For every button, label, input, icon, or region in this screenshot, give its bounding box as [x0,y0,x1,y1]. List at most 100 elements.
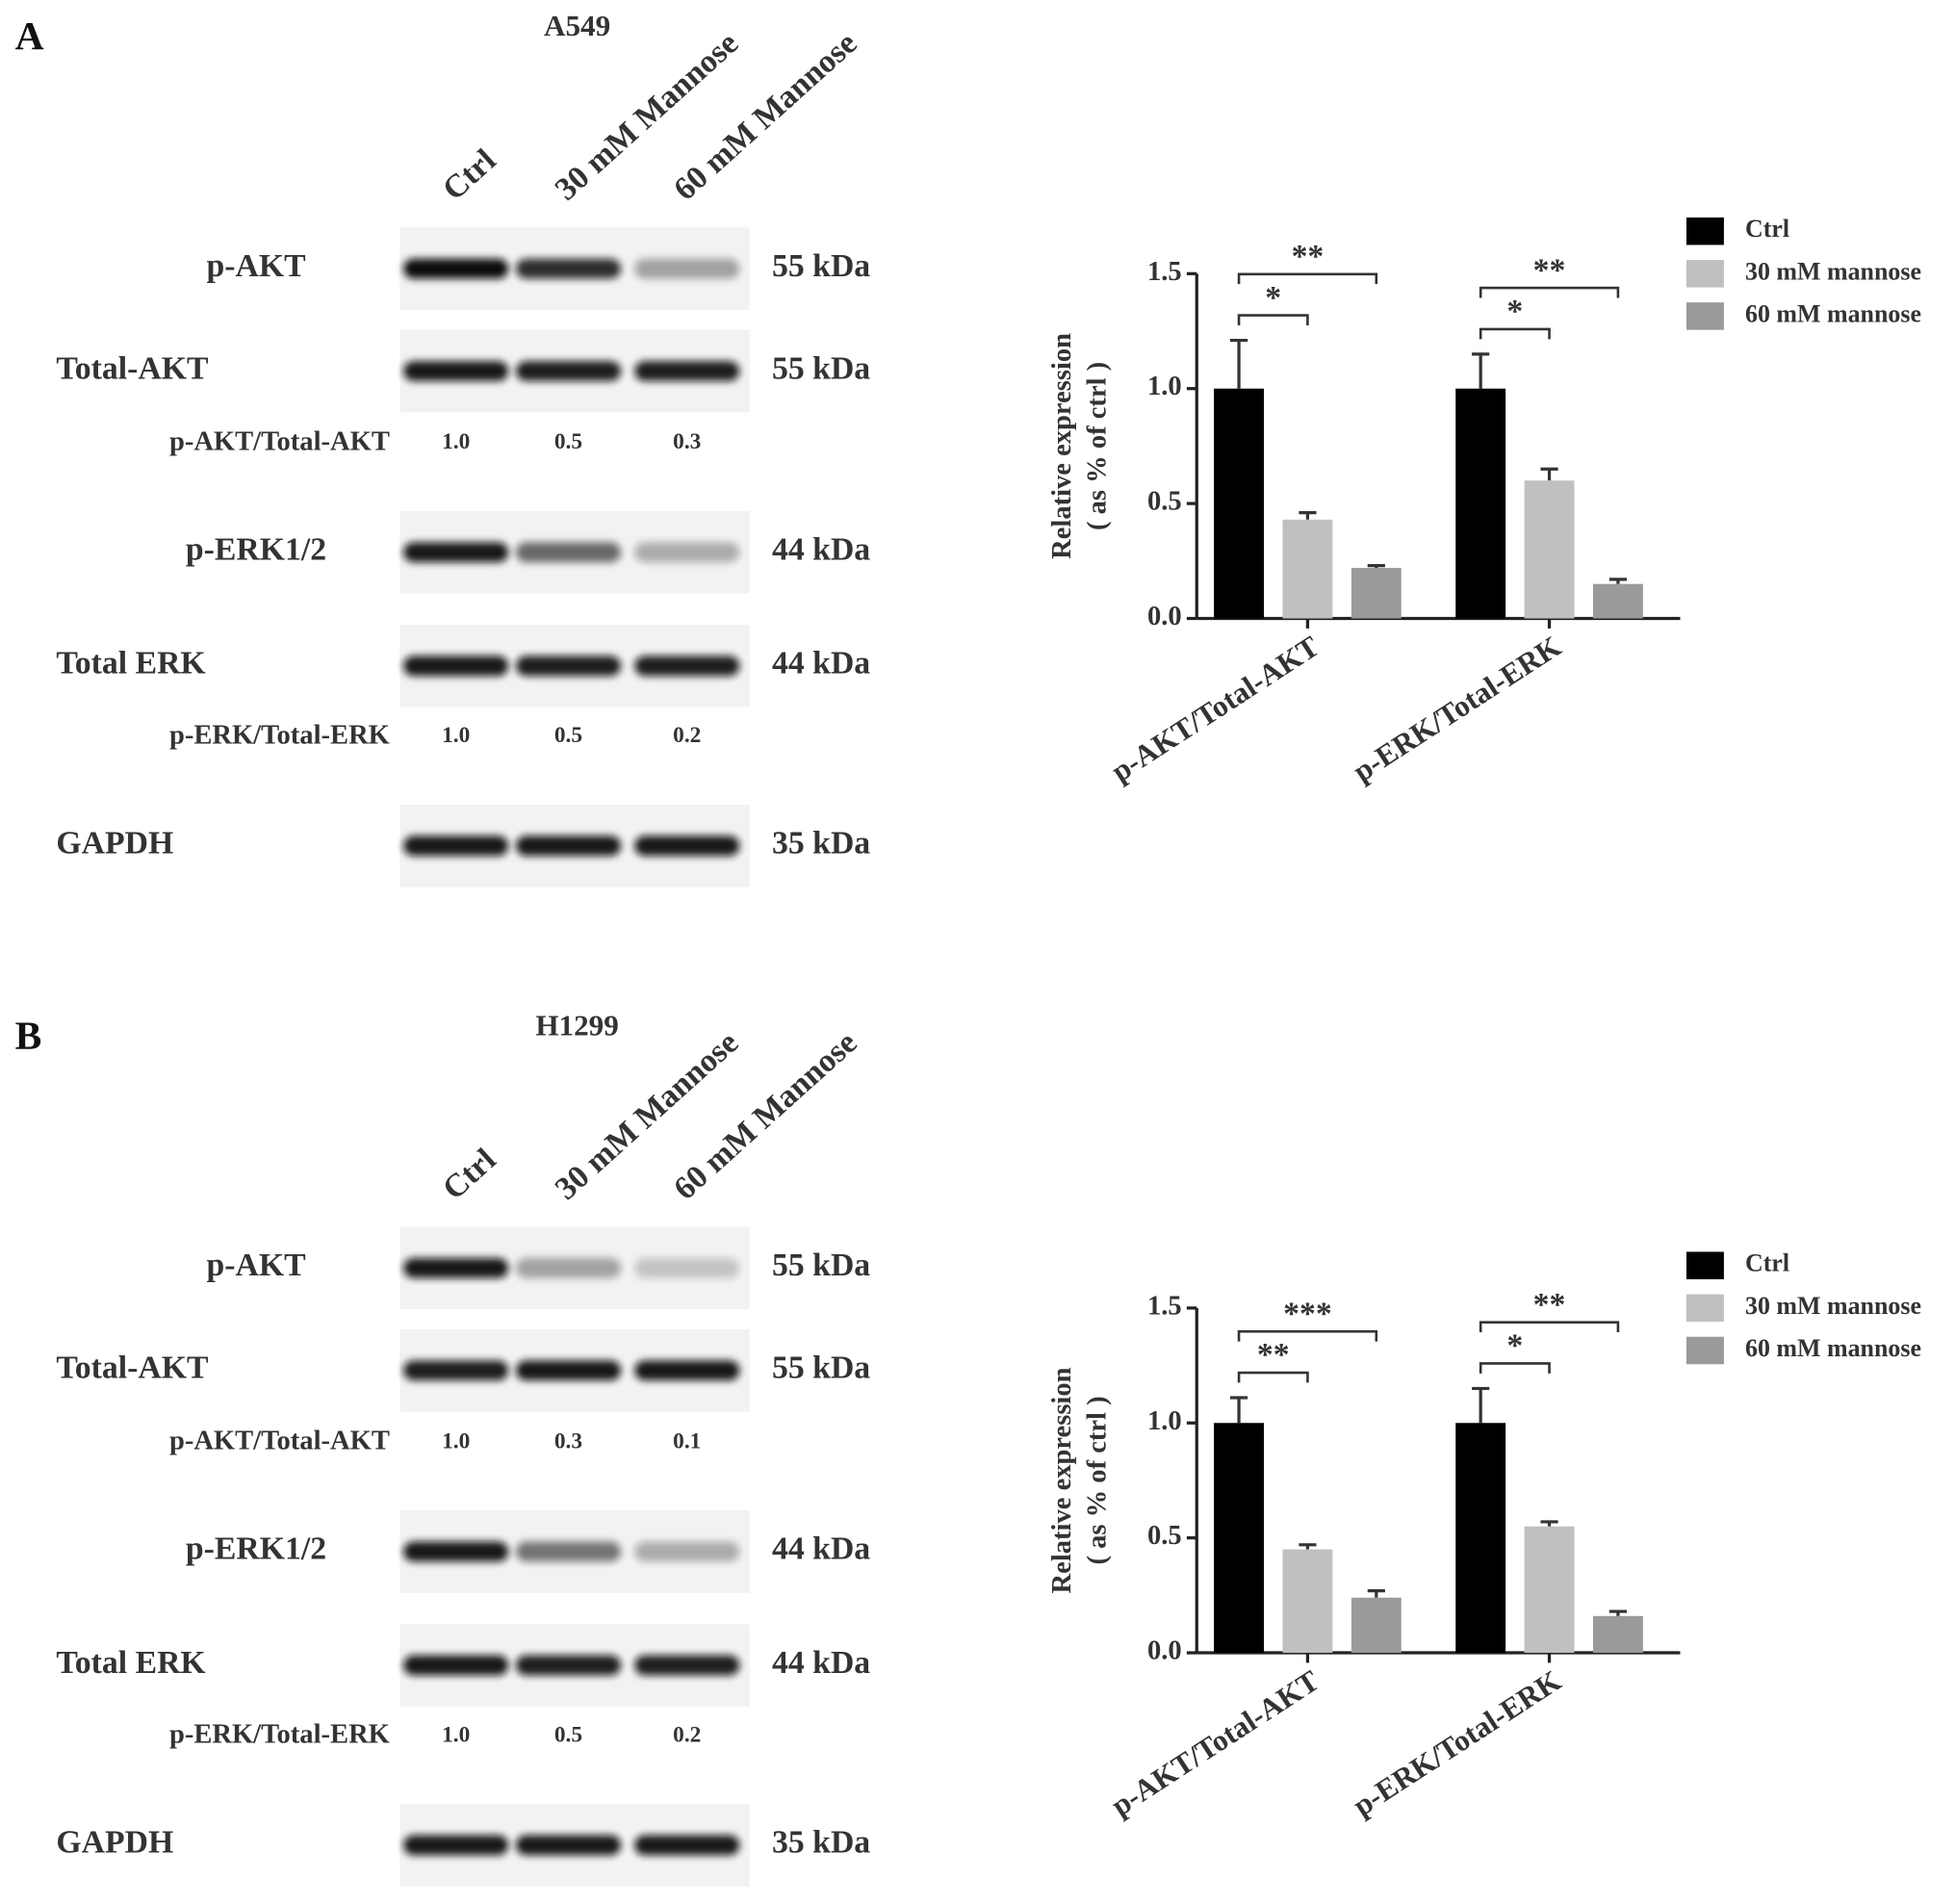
significance-label: ** [1292,239,1325,274]
blot-label: Total ERK [56,646,205,682]
ratio-label: p-AKT/Total-AKT [169,1427,390,1456]
legend-swatch [1685,260,1724,288]
significance-label: * [1506,1328,1523,1364]
cell-line: H1299 [535,1008,618,1042]
legend-label: Ctrl [1745,215,1789,243]
ratio-value: 0.5 [554,723,582,748]
blot-band [403,656,509,677]
blot-band [515,1835,621,1856]
blot-band [403,1541,509,1562]
significance-label: ** [1257,1337,1290,1373]
blot-band [403,361,509,381]
blot-band [403,1835,509,1856]
panel-label: B [15,1013,42,1057]
y-tick-label: 0.0 [1147,1636,1182,1666]
bar [1592,583,1643,619]
bar [1524,1526,1575,1654]
y-axis-label: ( as % of ctrl ) [1083,362,1113,530]
legend-label: 60 mM mannose [1745,299,1921,327]
ratio-value: 0.1 [673,1428,701,1454]
bar [1592,1615,1643,1654]
y-axis-label: Relative expression [1047,1367,1077,1593]
significance-bracket [1237,272,1378,285]
significance-bracket [1479,327,1551,340]
band-size: 55 kDa [772,350,870,386]
band-size: 55 kDa [772,1351,870,1386]
legend-label: 30 mM mannose [1745,257,1921,285]
x-tick-label: p-ERK/Total-ERK [1347,630,1566,788]
ratio-value: 0.2 [673,723,701,748]
blot-label: p-AKT [206,248,305,284]
bar [1455,388,1506,619]
blot-band [403,1360,509,1381]
blot-band [515,1257,621,1278]
blot-band [515,258,621,279]
blot-label: Total-AKT [56,350,208,386]
y-axis-label: ( as % of ctrl ) [1083,1396,1113,1564]
bar [1524,480,1575,619]
blot-band [634,1655,740,1676]
ratio-value: 1.0 [442,1722,470,1747]
legend-swatch [1685,1294,1724,1323]
significance-label: *** [1283,1296,1332,1331]
blot-band [634,1257,740,1278]
blot-band [515,1360,621,1381]
blot-band [515,656,621,677]
blot-band [403,258,509,279]
significance-bracket [1237,314,1309,325]
panel-label: A [15,13,44,58]
blot-label: p-ERK1/2 [186,531,326,567]
legend-swatch [1685,1251,1724,1280]
significance-bracket [1479,286,1620,298]
y-tick-label: 1.0 [1147,1406,1182,1436]
band-size: 44 kDa [772,646,870,682]
bar [1214,388,1265,619]
legend-label: Ctrl [1745,1249,1789,1277]
blot-band [515,836,621,857]
blot-label: Total-AKT [56,1351,208,1386]
blot-band [515,1541,621,1562]
significance-bracket [1479,1321,1620,1333]
ratio-value: 0.5 [554,429,582,454]
legend-swatch [1685,217,1724,245]
y-tick-label: 0.0 [1147,602,1182,631]
legend-label: 60 mM mannose [1745,1334,1921,1362]
lane-label: Ctrl [436,1142,502,1207]
ratio-label: p-ERK/Total-ERK [169,1720,390,1750]
band-size: 35 kDa [772,825,870,861]
significance-label: * [1265,280,1281,316]
band-size: 44 kDa [772,531,870,567]
ratio-label: p-ERK/Total-ERK [169,720,390,750]
bar [1350,1597,1402,1654]
band-size: 44 kDa [772,1645,870,1681]
y-axis-label: Relative expression [1047,333,1077,559]
x-tick-label: p-ERK/Total-ERK [1347,1663,1566,1822]
significance-label: * [1506,294,1523,329]
blot-band [403,1655,509,1676]
bar [1282,519,1333,619]
blot-label: GAPDH [56,825,173,861]
ratio-value: 1.0 [442,723,470,748]
bar [1350,567,1402,619]
blot-label: p-ERK1/2 [186,1531,326,1567]
blot-band [515,542,621,563]
y-tick-label: 1.5 [1147,257,1182,287]
blot-band [515,361,621,381]
blot-band [634,656,740,677]
ratio-value: 0.5 [554,1722,582,1747]
cell-line: A549 [544,9,610,42]
blot-label: GAPDH [56,1825,173,1861]
bar [1455,1423,1506,1654]
y-tick-label: 1.0 [1147,372,1182,401]
significance-bracket [1479,1362,1551,1374]
blot-band [403,542,509,563]
ratio-value: 0.3 [673,429,701,454]
x-tick-label: p-AKT/Total-AKT [1105,629,1325,787]
y-tick-label: 0.5 [1147,487,1182,517]
blot-band [634,1541,740,1562]
blot-band [634,258,740,279]
blot-label: p-AKT [206,1248,305,1283]
band-size: 44 kDa [772,1531,870,1567]
band-size: 55 kDa [772,248,870,284]
